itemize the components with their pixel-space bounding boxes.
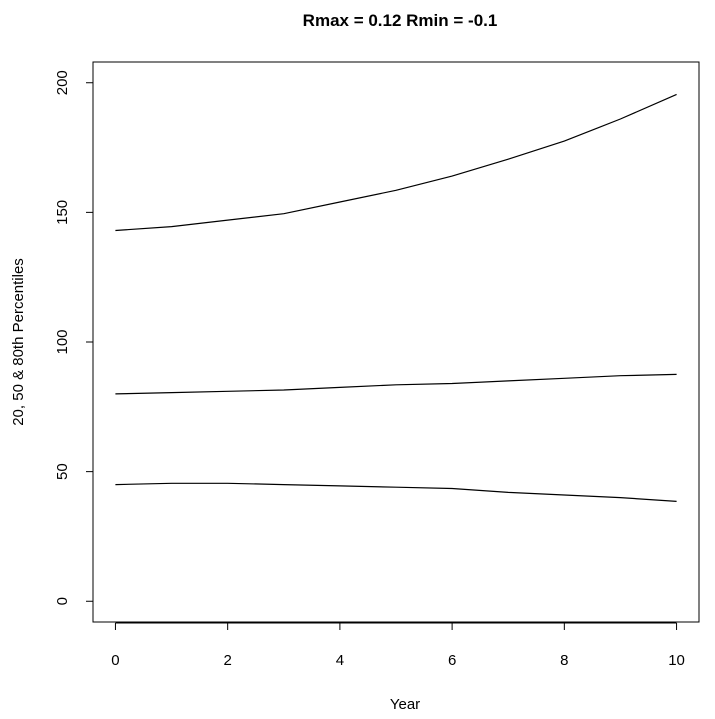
series-layer bbox=[115, 93, 677, 502]
series-line-2 bbox=[115, 373, 677, 395]
plot-box bbox=[92, 61, 700, 623]
y-tick-label: 150 bbox=[54, 200, 71, 225]
y-axis-label: 20, 50 & 80th Percentiles bbox=[10, 258, 27, 426]
x-axis-label: Year bbox=[390, 696, 420, 713]
series-line-3 bbox=[115, 482, 677, 502]
y-tick-label: 200 bbox=[54, 70, 71, 95]
x-tick-label: 8 bbox=[560, 652, 568, 669]
y-axis: 0 50 100 150 200 bbox=[54, 70, 94, 605]
y-tick-label: 0 bbox=[54, 597, 71, 605]
x-tick-label: 2 bbox=[223, 652, 231, 669]
y-tick-label: 100 bbox=[54, 329, 71, 354]
x-axis: 0 2 4 6 8 10 bbox=[111, 622, 685, 669]
chart-title: Rmax = 0.12 Rmin = -0.1 bbox=[303, 11, 498, 30]
x-tick-label: 10 bbox=[668, 652, 685, 669]
series-line-1 bbox=[115, 93, 677, 232]
x-tick-label: 6 bbox=[448, 652, 456, 669]
y-tick-label: 50 bbox=[54, 463, 71, 480]
x-tick-label: 4 bbox=[336, 652, 344, 669]
x-tick-label: 0 bbox=[111, 652, 119, 669]
